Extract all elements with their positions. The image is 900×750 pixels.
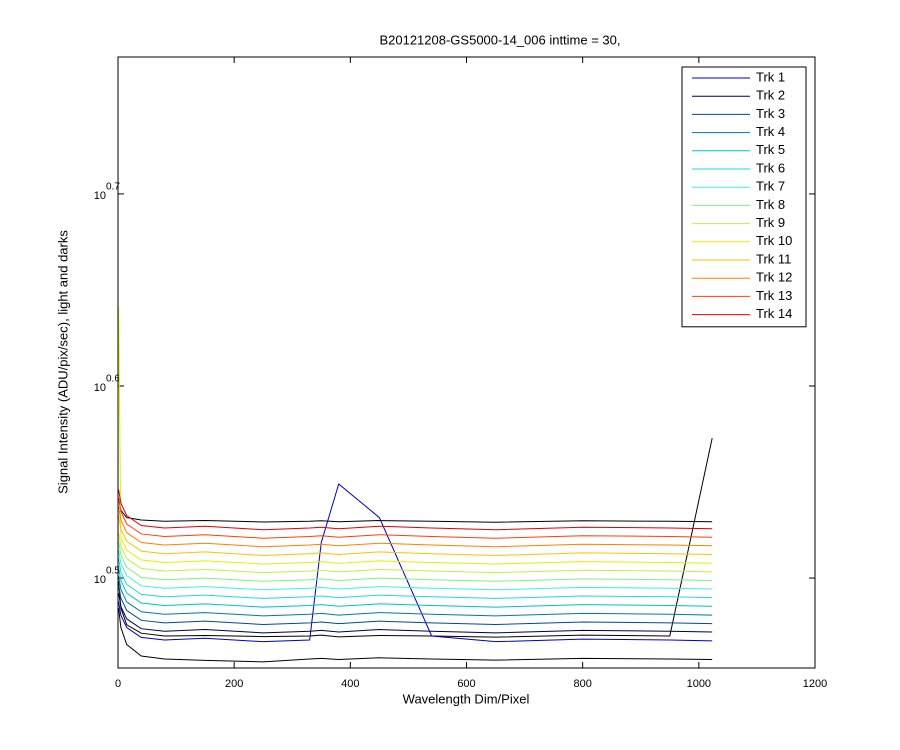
legend-label: Trk 7	[756, 179, 785, 194]
legend-box	[681, 66, 807, 328]
data-line	[118, 306, 713, 565]
legend-label: Trk 3	[756, 106, 785, 121]
legend-label: Trk 14	[756, 306, 792, 321]
legend-label: Trk 4	[756, 124, 785, 139]
legend-label: Trk 2	[756, 88, 785, 103]
data-line	[118, 437, 713, 638]
data-line	[118, 498, 713, 523]
data-line	[118, 567, 713, 608]
x-tick-label: 200	[225, 678, 243, 690]
legend-label: Trk 8	[756, 197, 785, 212]
data-line	[118, 592, 713, 634]
legend-label: Trk 11	[756, 251, 791, 266]
x-tick-label: 0	[115, 678, 121, 690]
legend-label: Trk 9	[756, 215, 785, 230]
data-line	[118, 498, 713, 539]
x-tick-label: 600	[457, 678, 475, 690]
data-line	[118, 608, 713, 663]
data-line	[118, 575, 713, 617]
data-line	[118, 532, 713, 574]
data-line	[118, 558, 713, 599]
y-tick-label: 10	[94, 574, 106, 586]
x-tick-label: 1200	[803, 678, 827, 690]
legend-label: Trk 10	[756, 233, 792, 248]
data-line	[118, 584, 713, 626]
legend-label: Trk 5	[756, 142, 785, 157]
y-tick-label: 10	[94, 382, 106, 394]
data-line	[118, 483, 713, 643]
legend-label: Trk 13	[756, 288, 792, 303]
data-line	[118, 541, 713, 582]
data-line	[118, 515, 713, 556]
x-axis-label: Wavelength Dim/Pixel	[403, 691, 530, 706]
legend-label: Trk 6	[756, 160, 785, 175]
chart-title: B20121208-GS5000-14_006 inttime = 30,	[379, 32, 620, 47]
y-tick-exponent: 0.5	[106, 566, 120, 577]
y-tick-exponent: 0.6	[106, 374, 120, 385]
y-axis-label: Signal Intensity (ADU/pix/sec), light an…	[55, 230, 70, 494]
y-tick-label: 10	[94, 190, 106, 202]
x-tick-label: 400	[341, 678, 359, 690]
y-tick-exponent: 0.7	[106, 182, 120, 193]
data-line	[118, 489, 713, 531]
data-line	[118, 506, 713, 548]
axes-box	[117, 56, 816, 669]
data-line	[118, 549, 713, 591]
x-tick-label: 1000	[687, 678, 711, 690]
x-tick-label: 800	[573, 678, 591, 690]
legend-label: Trk 1	[756, 69, 785, 84]
legend-label: Trk 12	[756, 270, 792, 285]
